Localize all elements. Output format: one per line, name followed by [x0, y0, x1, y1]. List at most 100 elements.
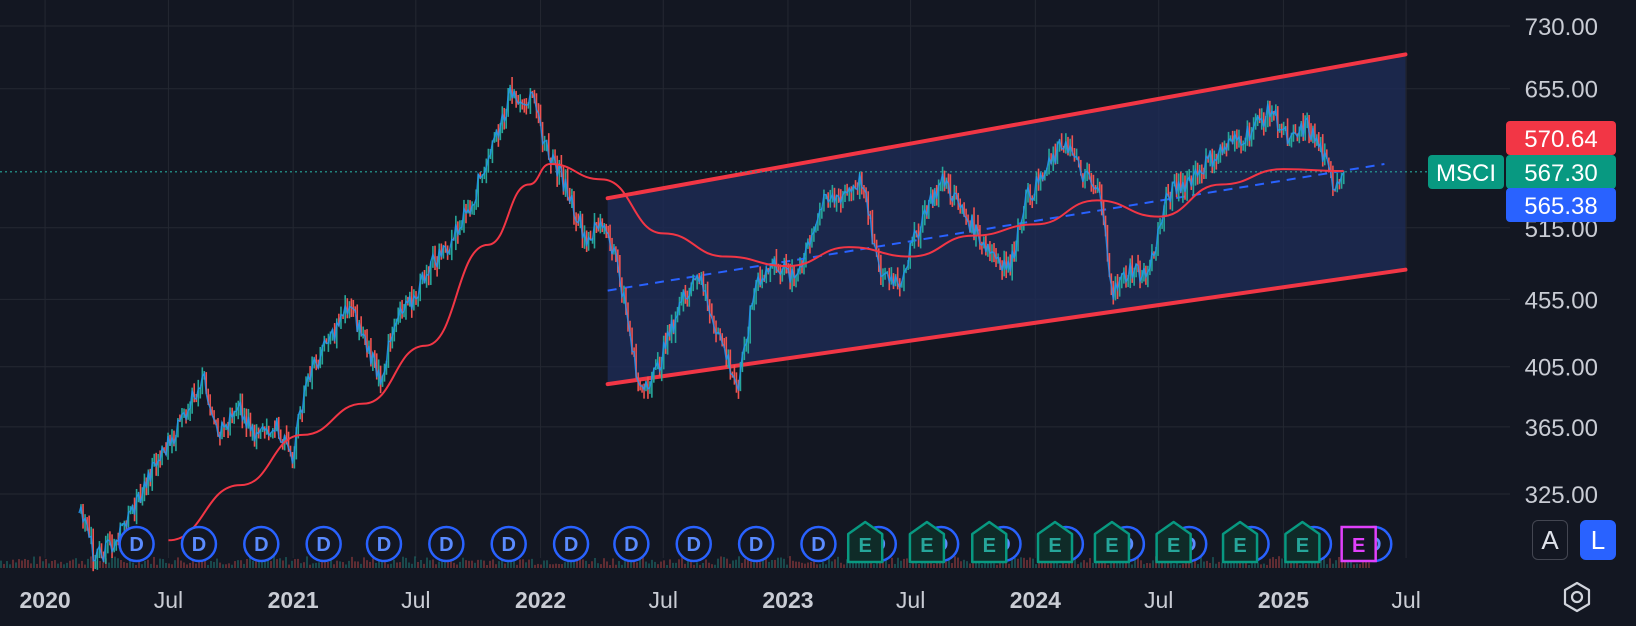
- volume-bar: [966, 561, 968, 568]
- earnings-marker[interactable]: E: [971, 520, 1008, 564]
- dividend-marker[interactable]: D: [552, 525, 590, 563]
- volume-bar: [165, 562, 167, 568]
- volume-bar: [1332, 563, 1334, 568]
- volume-bar: [759, 562, 761, 568]
- volume-bar: [1344, 561, 1346, 568]
- volume-bar: [1080, 562, 1082, 568]
- volume-bar: [87, 558, 89, 568]
- volume-bar: [954, 556, 956, 568]
- volume-bar: [942, 562, 944, 568]
- volume-bar: [174, 560, 176, 568]
- volume-bar: [684, 563, 686, 568]
- volume-bar: [522, 559, 524, 568]
- earnings-marker-label: E: [859, 535, 872, 557]
- volume-bar: [0, 560, 2, 568]
- volume-bar: [24, 558, 26, 568]
- volume-bar: [750, 561, 752, 568]
- volume-bar: [531, 558, 533, 568]
- volume-bar: [1029, 557, 1031, 568]
- volume-bar: [303, 562, 305, 568]
- volume-bar: [813, 558, 815, 568]
- volume-bar: [801, 562, 803, 568]
- earnings-marker[interactable]: E: [1284, 520, 1321, 564]
- volume-bar: [780, 557, 782, 568]
- volume-bar: [228, 563, 230, 568]
- volume-bar: [486, 564, 488, 568]
- volume-bar: [1083, 560, 1085, 568]
- volume-bar: [276, 559, 278, 568]
- volume-bar: [393, 559, 395, 568]
- earnings-marker[interactable]: E: [1340, 525, 1377, 563]
- volume-bar: [1302, 562, 1304, 568]
- volume-bar: [564, 562, 566, 568]
- dividend-marker[interactable]: D: [490, 525, 527, 563]
- volume-bar: [360, 563, 362, 568]
- y-tick-label: 655.00: [1525, 77, 1598, 104]
- dividend-marker[interactable]: D: [365, 525, 403, 563]
- dividend-marker[interactable]: D: [675, 525, 712, 563]
- dividend-marker[interactable]: D: [613, 525, 650, 563]
- volume-bar: [516, 564, 518, 568]
- volume-bar: [951, 563, 953, 568]
- volume-bar: [1194, 561, 1196, 568]
- volume-bar: [186, 564, 188, 568]
- volume-bar: [1026, 559, 1028, 568]
- earnings-marker[interactable]: E: [1155, 520, 1192, 564]
- volume-bar: [858, 559, 860, 568]
- dividend-marker[interactable]: D: [180, 525, 218, 563]
- volume-bar: [699, 564, 701, 568]
- dividend-marker[interactable]: D: [243, 525, 280, 563]
- volume-bar: [510, 557, 512, 568]
- volume-bar: [1050, 560, 1052, 568]
- chart-settings-icon[interactable]: [1560, 580, 1594, 614]
- dividend-marker[interactable]: D: [737, 525, 775, 563]
- volume-bar: [606, 561, 608, 568]
- earnings-marker[interactable]: E: [1221, 520, 1259, 564]
- volume-bar: [933, 563, 935, 568]
- earnings-marker[interactable]: E: [1036, 520, 1074, 564]
- volume-bar: [495, 564, 497, 568]
- auto-scale-button[interactable]: A: [1532, 520, 1568, 560]
- x-tick-label: 2021: [268, 587, 319, 613]
- volume-bar: [1359, 564, 1361, 568]
- log-scale-button[interactable]: L: [1580, 520, 1616, 560]
- volume-bar: [597, 563, 599, 568]
- volume-bar: [261, 557, 263, 568]
- time-axis[interactable]: 2020 Jul 2021 Jul 2022 Jul 2023 Jul 2024 Jul 2025 J…: [19, 587, 1420, 613]
- volume-bar: [444, 560, 446, 568]
- volume-bar: [705, 559, 707, 568]
- volume-bar: [909, 563, 911, 568]
- volume-bar: [237, 560, 239, 568]
- volume-bar: [411, 563, 413, 568]
- volume-bar: [570, 556, 572, 568]
- x-tick-label: Jul: [896, 587, 925, 613]
- volume-bar: [762, 557, 764, 568]
- dividend-marker[interactable]: D: [305, 525, 342, 563]
- volume-bar: [108, 562, 110, 568]
- earnings-marker[interactable]: E: [908, 520, 946, 564]
- price-tag-last-background: [1506, 155, 1616, 189]
- dividend-marker[interactable]: D: [800, 525, 837, 563]
- dividend-marker[interactable]: D: [118, 525, 155, 563]
- volume-bar: [708, 562, 710, 568]
- volume-bar: [381, 561, 383, 568]
- volume-bar: [768, 561, 770, 568]
- earnings-marker[interactable]: E: [846, 520, 884, 564]
- volume-bar: [1245, 559, 1247, 568]
- volume-bar: [717, 558, 719, 568]
- volume-bar: [594, 557, 596, 568]
- volume-bar: [1314, 561, 1316, 568]
- volume-bar: [960, 561, 962, 568]
- volume-bar: [1047, 560, 1049, 568]
- channel-mid-line[interactable]: [607, 163, 1385, 292]
- dividend-marker-circle: [118, 525, 155, 563]
- volume-bar: [1242, 560, 1244, 568]
- channel-upper-line[interactable]: [605, 52, 1408, 201]
- dividend-marker[interactable]: D: [428, 525, 465, 563]
- volume-bar: [675, 562, 677, 568]
- earnings-marker[interactable]: E: [1093, 520, 1131, 564]
- volume-bar: [681, 557, 683, 568]
- volume-bar: [219, 562, 221, 568]
- volume-bar: [1098, 562, 1100, 568]
